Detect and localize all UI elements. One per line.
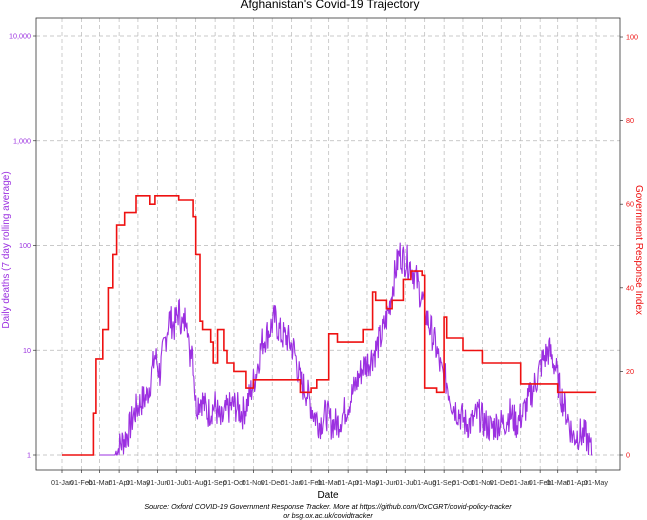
- x-tick-label: 01-Mar: [317, 478, 340, 487]
- x-tick-label: 01-Jan: [510, 478, 532, 487]
- x-axis-label: Date: [317, 490, 339, 501]
- x-tick-label: 01-May: [355, 478, 379, 487]
- y-left-tick-label: 100: [19, 241, 31, 250]
- x-tick-label: 01-Feb: [70, 478, 93, 487]
- y-axis-left-label: Daily deaths (7 day rolling average): [1, 171, 12, 328]
- x-tick-label: 01-Sep: [433, 478, 456, 487]
- index-line: [62, 195, 596, 456]
- x-tick-label: 01-Apr: [108, 478, 130, 487]
- x-tick-label: 01-Feb: [300, 478, 323, 487]
- x-tick-label: 01-Aug: [413, 478, 436, 487]
- x-tick-label: 01-Oct: [223, 478, 245, 487]
- y-right-tick-label: 20: [626, 367, 634, 376]
- x-tick-label: 01-Mar: [546, 478, 569, 487]
- y-right-tick-label: 40: [626, 283, 634, 292]
- caption-line-2: or bsg.ox.ac.uk/covidtracker: [283, 511, 373, 520]
- chart-title: Afghanistan's Covid-19 Trajectory: [240, 0, 419, 11]
- x-tick-label: 01-Jul: [166, 478, 186, 487]
- x-tick-label: 01-Aug: [184, 478, 207, 487]
- deaths-line: [99, 242, 593, 456]
- x-tick-label: 01-Jun: [375, 478, 397, 487]
- y-right-tick-label: 80: [626, 116, 634, 125]
- x-tick-label: 01-Oct: [452, 478, 474, 487]
- y-right-tick-label: 60: [626, 200, 634, 209]
- caption-line-1: Source: Oxford COVID-19 Government Respo…: [144, 502, 512, 511]
- x-tick-label: 01-Nov: [242, 478, 266, 487]
- y-right-tick-label: 100: [626, 33, 638, 42]
- x-tick-label: 01-Apr: [337, 478, 359, 487]
- x-tick-label: 01-Mar: [88, 478, 111, 487]
- x-tick-label: 01-May: [126, 478, 150, 487]
- x-tick-label: 01-Apr: [566, 478, 588, 487]
- x-tick-label: 01-Jul: [395, 478, 415, 487]
- x-tick-label: 01-Jan: [281, 478, 303, 487]
- y-left-tick-label: 1: [27, 451, 31, 460]
- axes: [33, 17, 623, 473]
- y-axis-right-label: Government Response Index: [633, 185, 644, 315]
- x-tick-label: 01-Feb: [529, 478, 552, 487]
- x-tick-label: 01-Sep: [204, 478, 227, 487]
- grid: [36, 18, 620, 470]
- x-tick-label: 01-Dec: [490, 478, 514, 487]
- x-tick-label: 01-May: [584, 478, 608, 487]
- plot-border: [35, 17, 621, 471]
- x-tick-label: 01-Dec: [261, 478, 285, 487]
- x-tick-label: 01-Jun: [146, 478, 168, 487]
- tick-labels: 01-Jan01-Feb01-Mar01-Apr01-May01-Jun01-J…: [9, 32, 638, 488]
- series-layer: [62, 195, 596, 456]
- x-tick-label: 01-Jan: [51, 478, 73, 487]
- y-left-tick-label: 10,000: [9, 32, 31, 41]
- x-tick-label: 01-Nov: [471, 478, 495, 487]
- y-left-tick-label: 1,000: [13, 136, 31, 145]
- y-right-tick-label: 0: [626, 451, 630, 460]
- y-left-tick-label: 10: [23, 346, 31, 355]
